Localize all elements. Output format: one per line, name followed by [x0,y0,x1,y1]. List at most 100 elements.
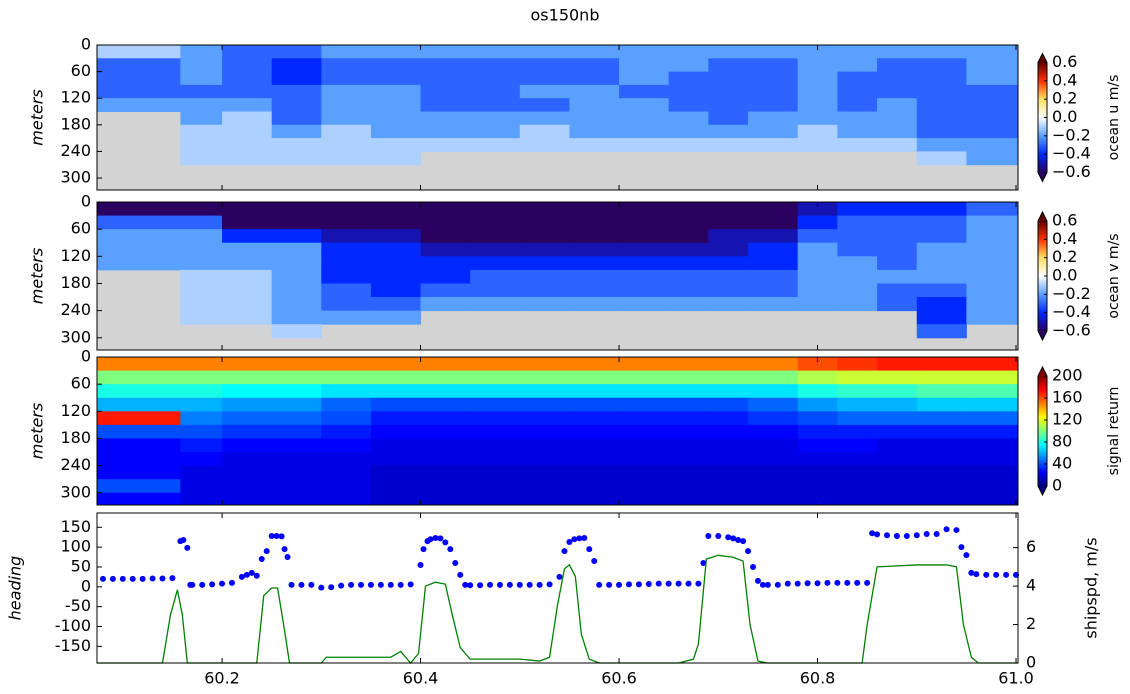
heatmap-cell [797,98,838,113]
heatmap-cell [370,411,422,426]
heatmap-cell [180,151,223,166]
heatmap-cell [837,479,878,494]
heatmap-cell [877,45,918,59]
heatmap-cell [748,384,799,399]
colorbar-tick-label: −0.6 [1052,162,1091,181]
heatmap-cell [966,411,1019,426]
y-axis-label: heading [6,556,25,621]
heatmap-cell [180,111,223,126]
heading-point [923,531,930,538]
heatmap-cell [222,229,273,244]
heatmap-cell [97,84,181,99]
heatmap-cell [877,370,918,385]
heatmap-cell [966,138,1019,152]
heatmap-cell [519,492,570,506]
heatmap-cell [321,269,372,284]
heatmap-cell [748,58,799,73]
heatmap-cell [668,397,709,412]
heading-point [883,532,890,539]
heatmap-cell [569,384,620,399]
y-tick-label: 240 [60,141,91,160]
heatmap-cell [569,45,620,59]
heatmap-cell [519,411,570,426]
heatmap-cell [370,45,422,59]
heading-point [844,579,851,586]
heatmap-cell [748,256,799,271]
colorbar-tick-label: 80 [1052,432,1072,451]
heatmap-cell [569,124,620,139]
heatmap-cell [916,438,967,453]
y-axis-label: meters [28,403,47,459]
heading-point [432,535,439,541]
y-tick-label: 120 [60,401,91,420]
heatmap-cell [668,242,709,257]
colorbar-tick-label: −0.4 [1052,302,1091,321]
heading-point [725,534,732,541]
heatmap-cell [222,297,273,312]
heatmap-cell [420,370,471,385]
heatmap-cell [97,45,181,59]
heatmap-cell [877,397,918,412]
heatmap-cell [797,283,838,298]
heatmap-cell [748,71,799,86]
heatmap-cell [321,111,372,126]
heatmap-cell [966,124,1019,139]
heatmap-cell [180,438,223,453]
heading-point [452,560,459,566]
heatmap-cell [619,424,670,439]
heatmap-cell [877,411,918,426]
heatmap-cell [569,242,620,257]
heatmap-cell [619,492,670,506]
heading-point [963,552,970,559]
heading-point [109,575,116,582]
heatmap-cell [916,465,967,480]
heading-point [219,580,226,587]
heatmap-cell [470,45,521,59]
heatmap-cell [470,269,521,284]
heading-point [546,581,553,588]
heatmap-cell [370,297,422,312]
heatmap-cell [668,215,709,230]
heatmap-cell [180,84,223,99]
heatmap-cell [916,84,967,99]
heatmap-cell [271,424,322,439]
heatmap-cell [271,202,322,217]
heatmap-cell [519,111,570,126]
heatmap-cell [321,357,372,372]
heatmap-cell [748,397,799,412]
y2-axis-label: shipspd, m/s [1082,537,1101,638]
colorbar-extend-top [1038,367,1047,376]
y2-tick-label: 2 [1026,614,1036,633]
heatmap-cell [370,397,422,412]
heatmap-cell [420,384,471,399]
heatmap-cell [321,256,372,271]
heatmap-cell [708,124,749,139]
heatmap-cell [837,256,878,271]
heatmap-cell [619,465,670,480]
y-axis-label: meters [28,248,47,304]
colorbar-tick-label: 0.4 [1052,229,1077,248]
heatmap-cell [748,283,799,298]
heatmap-cell [180,370,223,385]
heatmap-cell [180,242,223,257]
heatmap-cell [97,492,181,506]
heatmap-cell [797,84,838,99]
heatmap-cell [271,438,322,453]
heatmap-cell [222,357,273,372]
heatmap-cell [837,202,878,217]
heatmap-cell [748,452,799,467]
heatmap-cell [569,256,620,271]
heatmap-cell [748,411,799,426]
heading-point [700,560,707,566]
heatmap-cell [271,215,322,230]
heatmap-cell [569,424,620,439]
heatmap-cell [619,384,670,399]
heatmap-cell [519,397,570,412]
heatmap-cell [708,71,749,86]
heading-point [750,563,757,570]
y-tick-label: 300 [60,168,91,187]
heatmap-cell [837,411,878,426]
heatmap-cell [708,370,749,385]
heatmap-cell [837,58,878,73]
heatmap-cell [748,269,799,284]
